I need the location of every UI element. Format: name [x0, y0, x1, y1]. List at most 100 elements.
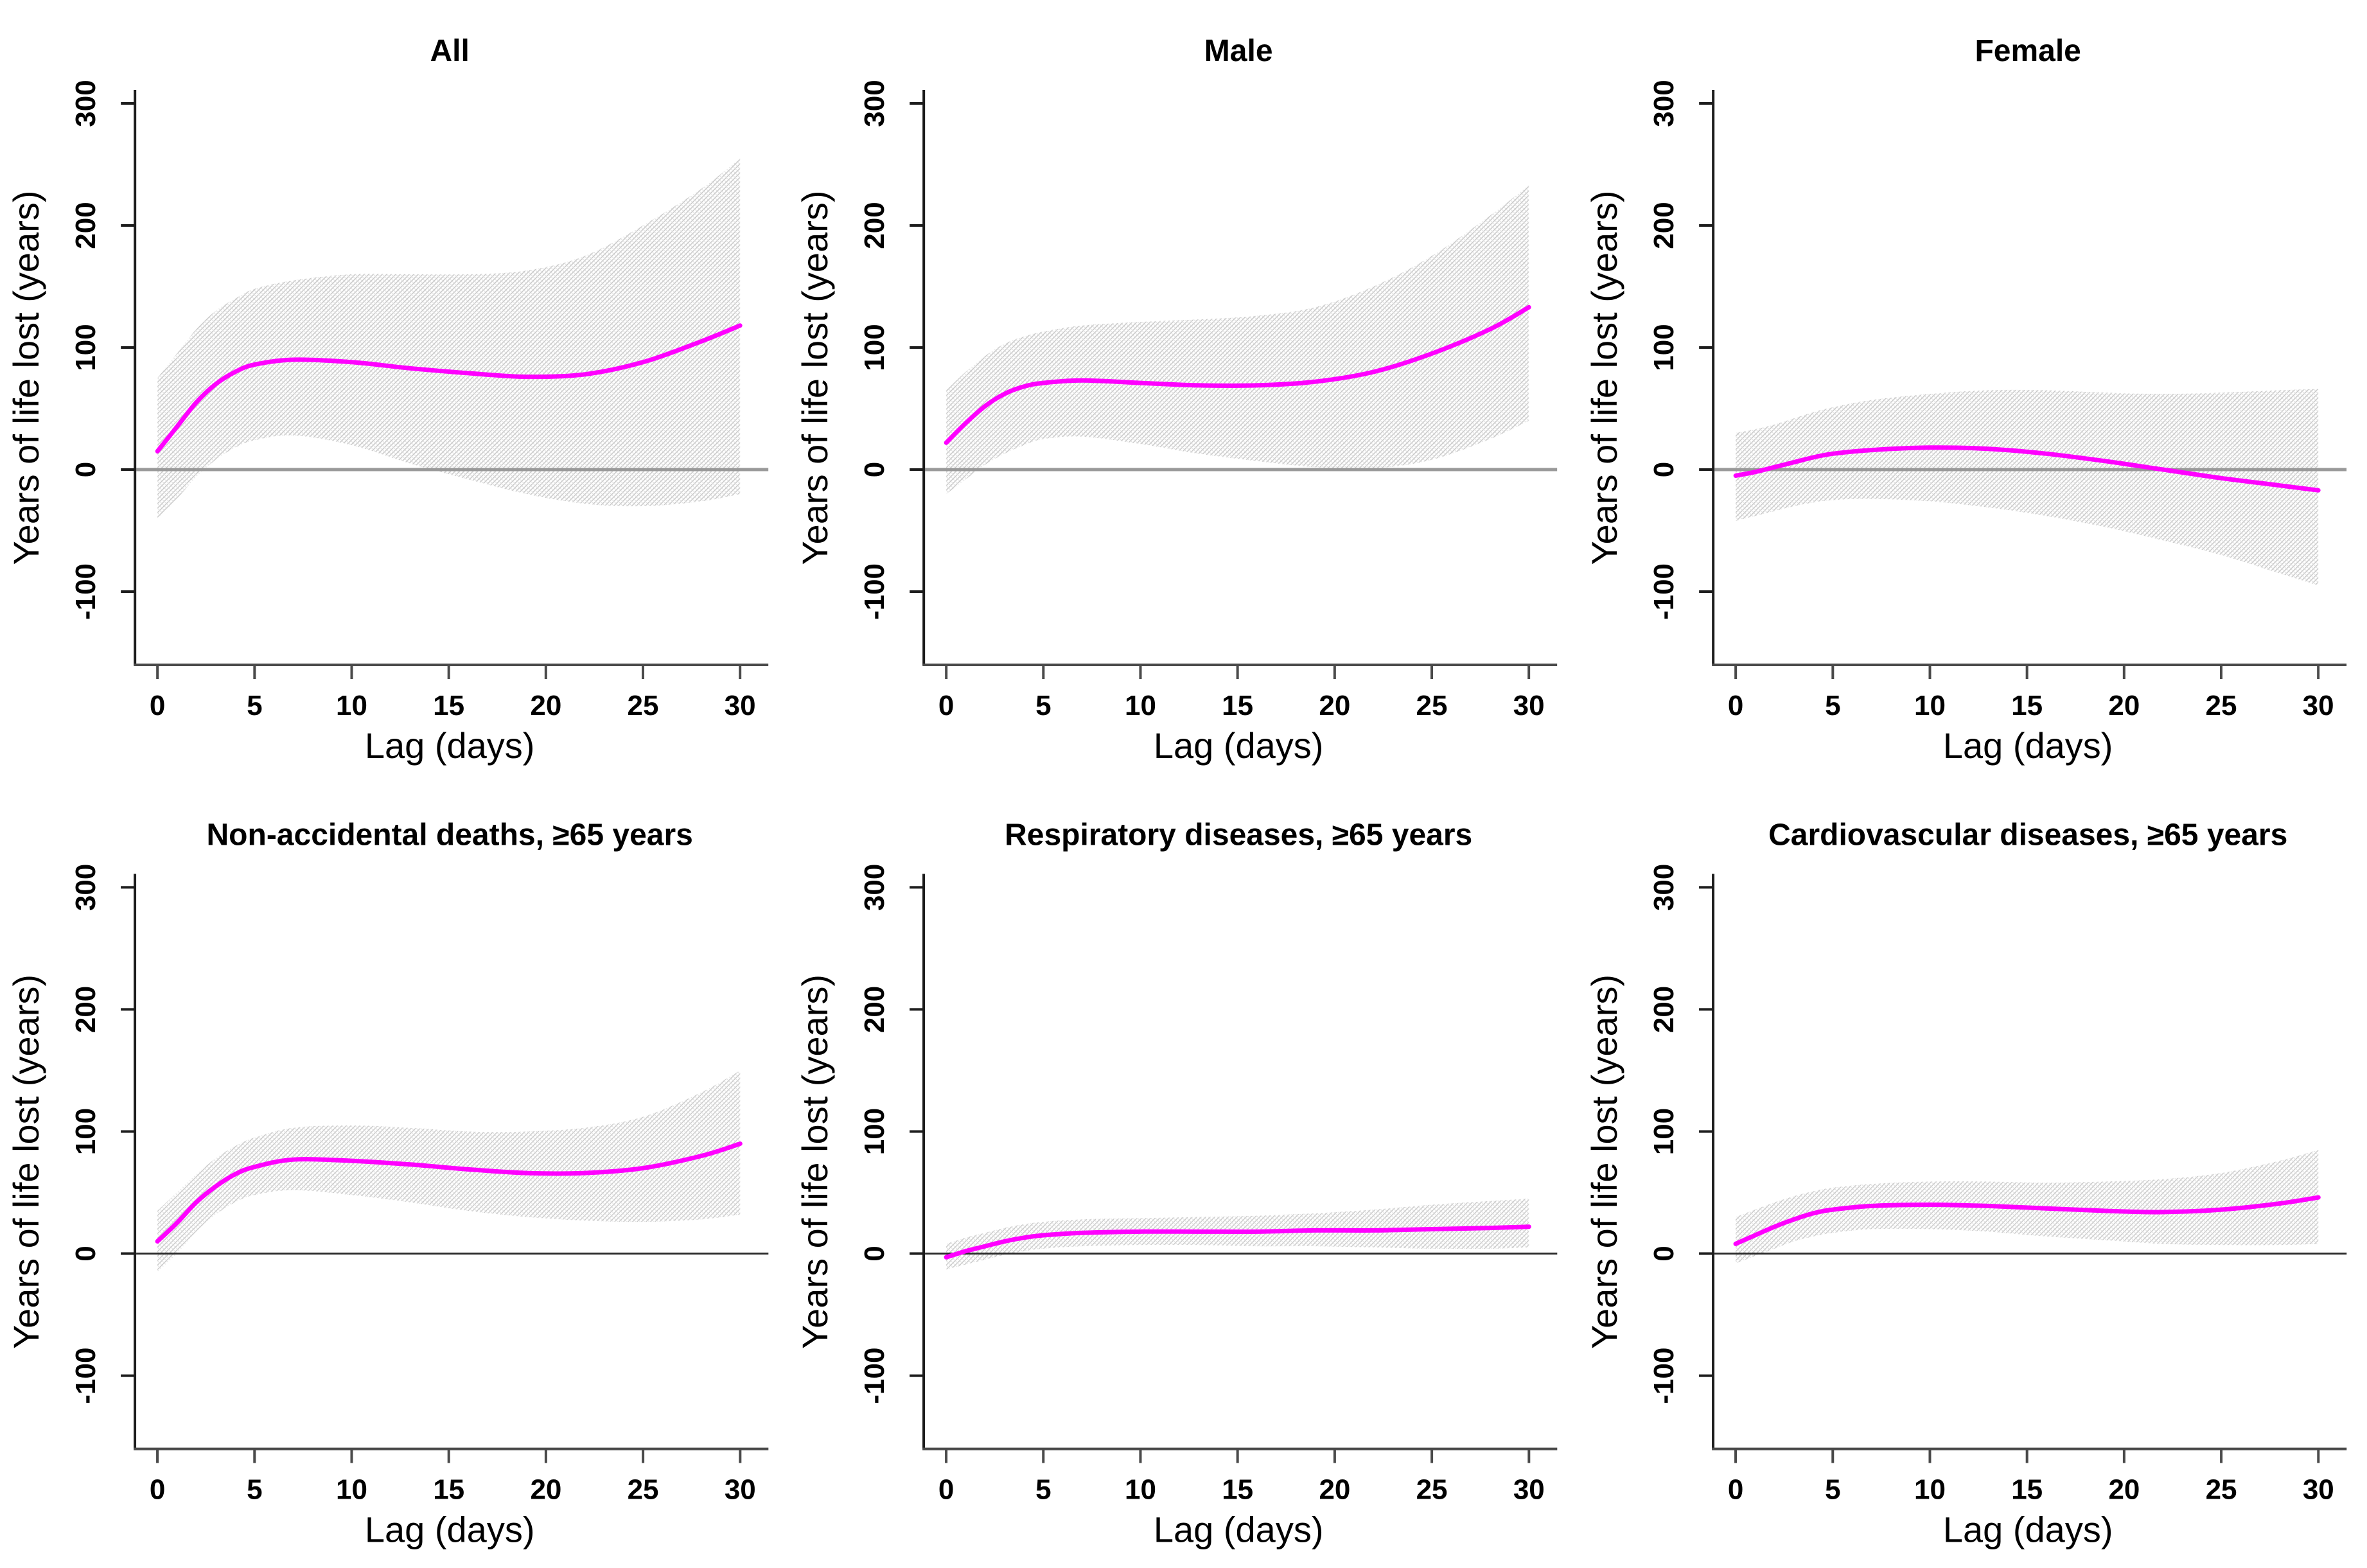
x-tick-label: 30	[1513, 690, 1545, 721]
x-tick-label: 5	[247, 690, 262, 721]
y-tick-label: -100	[70, 1348, 101, 1404]
estimate-line	[155, 1141, 743, 1244]
x-tick-label: 10	[1125, 1474, 1156, 1506]
plot-area: -100 0 100 200 300 0 5 10 15 20 25 30	[1648, 80, 2346, 721]
x-tick-label: 10	[1914, 690, 1946, 721]
y-axis-label: Years of life lost (years)	[1584, 190, 1624, 565]
x-tick-label: 20	[2108, 1474, 2140, 1506]
panel-respiratory-65: Respiratory diseases, ≥65 years Years of…	[789, 784, 1578, 1568]
x-tick-label: 10	[336, 690, 367, 721]
panel-title: All	[430, 34, 469, 68]
x-tick-label: 15	[2011, 1474, 2043, 1506]
x-tick-label: 20	[530, 690, 561, 721]
chart-panel-all: All Years of life lost (years) Lag (days…	[6, 34, 769, 766]
panel-cardiovascular-65: Cardiovascular diseases, ≥65 years Years…	[1578, 784, 2367, 1568]
y-tick-label: 200	[1648, 202, 1680, 249]
y-tick-label: 200	[70, 986, 101, 1033]
estimate-line	[1733, 445, 2321, 493]
x-tick-label: 15	[433, 690, 464, 721]
x-tick-label: 20	[2108, 690, 2140, 721]
x-tick-label: 30	[2302, 690, 2334, 721]
estimate-line	[944, 1224, 1532, 1260]
x-axis-label: Lag (days)	[1943, 1510, 2113, 1550]
y-tick-label: 300	[70, 864, 101, 911]
x-tick-label: 10	[336, 1474, 367, 1506]
x-axis-label: Lag (days)	[1943, 725, 2113, 766]
y-tick-label: -100	[1648, 1348, 1680, 1404]
plot-area: -100 0 100 200 300 0 5 10 15 20 25 30	[859, 80, 1558, 721]
x-tick-label: 0	[1727, 1474, 1743, 1506]
panel-nonaccidental-65: Non-accidental deaths, ≥65 years Years o…	[0, 784, 789, 1568]
x-tick-label: 25	[2205, 1474, 2237, 1506]
x-tick-label: 5	[1825, 690, 1840, 721]
y-tick-label: 100	[859, 324, 890, 371]
x-axis-label: Lag (days)	[1154, 1510, 1324, 1550]
y-tick-label: 300	[1648, 864, 1680, 911]
x-tick-label: 0	[150, 690, 165, 721]
x-tick-label: 10	[1914, 1474, 1946, 1506]
panel-title: Cardiovascular diseases, ≥65 years	[1768, 818, 2287, 852]
y-tick-label: 0	[70, 1246, 101, 1261]
x-tick-label: 15	[2011, 690, 2043, 721]
plot-area: -100 0 100 200 300 0 5 10 15 20 25 30	[859, 864, 1558, 1506]
confidence-band	[946, 1199, 1529, 1270]
x-tick-label: 5	[1825, 1474, 1840, 1506]
x-tick-label: 0	[938, 690, 954, 721]
x-tick-label: 5	[1035, 1474, 1051, 1506]
chart-panel-male: Male Years of life lost (years) Lag (day…	[795, 34, 1558, 766]
y-tick-label: 300	[859, 864, 890, 911]
y-tick-label: -100	[1648, 563, 1680, 620]
x-tick-label: 0	[1728, 690, 1743, 721]
y-axis-label: Years of life lost (years)	[795, 974, 835, 1349]
y-tick-label: 300	[70, 80, 101, 127]
confidence-band	[157, 1070, 741, 1273]
y-tick-label: 300	[859, 80, 890, 127]
x-tick-label: 15	[1222, 1474, 1254, 1506]
x-tick-label: 30	[2302, 1474, 2334, 1506]
chart-panel-nonaccidental-65: Non-accidental deaths, ≥65 years Years o…	[6, 818, 769, 1550]
estimate-line	[1733, 1195, 2321, 1246]
x-tick-label: 30	[725, 1474, 756, 1506]
confidence-band	[1735, 389, 2318, 586]
plot-area: -100 0 100 200 300 0 5 10 15 20 25 30	[1648, 864, 2346, 1506]
y-tick-label: 200	[859, 986, 890, 1033]
x-axis-label: Lag (days)	[365, 1510, 535, 1550]
x-tick-label: 25	[1416, 1474, 1448, 1506]
x-tick-label: 0	[938, 1474, 954, 1506]
x-tick-label: 5	[247, 1474, 262, 1506]
confidence-band	[157, 158, 741, 518]
x-tick-label: 20	[530, 1474, 561, 1506]
x-tick-label: 25	[1416, 690, 1448, 721]
y-tick-label: 0	[859, 462, 890, 477]
x-tick-label: 0	[150, 1474, 165, 1506]
panel-title: Male	[1204, 34, 1273, 68]
panel-male: Male Years of life lost (years) Lag (day…	[789, 0, 1578, 784]
y-tick-label: 100	[70, 324, 101, 371]
chart-panel-female: Female Years of life lost (years) Lag (d…	[1584, 34, 2346, 766]
y-tick-label: 0	[859, 1246, 890, 1261]
y-tick-label: 200	[70, 202, 101, 249]
panel-title: Female	[1975, 34, 2081, 68]
y-tick-label: 100	[859, 1108, 890, 1155]
panel-title: Non-accidental deaths, ≥65 years	[207, 818, 693, 852]
estimate-line	[944, 304, 1531, 445]
x-tick-label: 25	[628, 1474, 659, 1506]
y-tick-label: 200	[1648, 986, 1680, 1033]
confidence-band	[946, 185, 1529, 494]
y-tick-label: 100	[1648, 1108, 1680, 1155]
chart-panel-cardiovascular-65: Cardiovascular diseases, ≥65 years Years…	[1584, 818, 2346, 1550]
y-tick-label: 0	[1648, 1246, 1680, 1261]
y-tick-label: -100	[70, 563, 101, 620]
panel-female: Female Years of life lost (years) Lag (d…	[1578, 0, 2367, 784]
y-tick-label: 100	[1648, 324, 1680, 371]
y-axis-label: Years of life lost (years)	[6, 190, 46, 565]
panel-title: Respiratory diseases, ≥65 years	[1005, 818, 1472, 852]
plot-area: -100 0 100 200 300 0 5 10 15 20 25 30	[70, 864, 769, 1506]
y-axis-label: Years of life lost (years)	[795, 190, 835, 565]
x-axis-label: Lag (days)	[365, 725, 535, 766]
y-axis-label: Years of life lost (years)	[1584, 974, 1624, 1349]
x-tick-label: 25	[2205, 690, 2237, 721]
y-tick-label: 300	[1648, 80, 1680, 127]
x-tick-label: 15	[433, 1474, 464, 1506]
